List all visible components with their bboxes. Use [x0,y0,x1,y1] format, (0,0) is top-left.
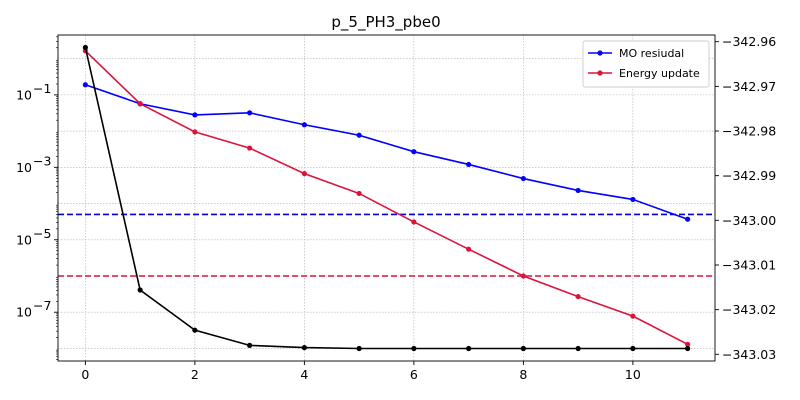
legend-box [582,40,710,88]
data-point [247,342,253,348]
y2-tick-label: −343.02 [722,302,776,317]
y-tick-label: 10 [16,160,32,175]
plot-frame [57,34,716,362]
x-tick-label: 2 [191,367,199,382]
data-point [685,345,691,352]
y2-tick-label: −343.03 [722,347,776,362]
y-tick-label: 10 [16,305,32,320]
x-tick-label: 8 [519,367,527,382]
y-tick-exponent: −3 [33,153,51,168]
legend-label: Energy update [619,67,700,80]
series-line [84,47,688,350]
data-point [192,327,198,333]
data-point [356,190,362,197]
data-point [137,287,143,293]
data-point [575,345,581,352]
data-point [520,273,526,279]
y2-tick-label: −342.96 [722,34,776,49]
data-point [192,129,198,135]
data-point [575,187,581,194]
data-point [575,293,581,300]
data-point [466,345,472,352]
data-point [685,341,691,347]
y-tick-exponent: −1 [33,81,51,96]
y-tick-label: 10 [16,232,32,247]
data-point [301,171,307,177]
x-tick-label: 10 [625,367,641,382]
y2-tick-label: −343.00 [722,213,776,228]
data-point [247,110,253,116]
y-tick-exponent: −7 [33,298,51,313]
data-point [520,345,526,352]
data-point [82,82,88,88]
series-line [85,84,688,220]
legend-marker [597,50,603,56]
data-point [520,175,526,182]
data-point [685,216,691,222]
y-tick-exponent: −5 [33,226,51,241]
y2-tick-label: −342.99 [722,168,776,183]
series-lines [82,44,691,352]
y-tick-label: 10 [16,87,32,102]
x-tick-label: 6 [410,367,418,382]
data-point [82,44,88,51]
data-point [411,149,417,155]
data-point [466,161,472,168]
legend-label: MO resiudal [619,47,684,60]
data-point [411,345,417,352]
data-point [356,345,362,352]
x-tick-label: 4 [300,367,308,382]
chart-title: p_5_PH3_pbe0 [331,13,440,32]
series-line [84,50,688,346]
data-point [630,313,636,319]
data-point [630,196,636,203]
data-point [247,145,253,151]
data-point [301,345,307,351]
data-point [411,219,417,225]
y2-tick-label: −343.01 [722,257,776,272]
y2-tick-label: −342.97 [722,79,776,94]
data-point [137,101,143,107]
x-tick-label: 0 [81,367,89,382]
data-point [301,122,307,128]
data-point [630,345,636,352]
reference-lines [58,213,715,277]
data-point [356,132,362,138]
data-point [192,112,198,118]
legend-marker [597,70,603,76]
legend: MO resiudal Energy update [582,40,710,88]
data-point [466,246,472,252]
y2-tick-label: −342.98 [722,124,776,139]
